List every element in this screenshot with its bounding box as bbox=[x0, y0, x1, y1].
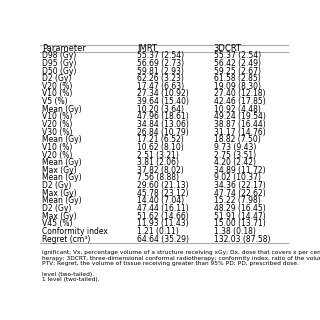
Text: herapy; 3DCRT, three-dimensional conformal radiotherapy; conformity index, ratio: herapy; 3DCRT, three-dimensional conform… bbox=[43, 256, 320, 261]
Text: 34.36 (22.17): 34.36 (22.17) bbox=[214, 181, 265, 190]
Text: D95 (Gy): D95 (Gy) bbox=[43, 59, 77, 68]
Text: V5 (%): V5 (%) bbox=[43, 97, 68, 106]
Text: 1.21 (0.11): 1.21 (0.11) bbox=[137, 227, 179, 236]
Text: 47.96 (18.61): 47.96 (18.61) bbox=[137, 112, 188, 121]
Text: 64.64 (35.29): 64.64 (35.29) bbox=[137, 235, 189, 244]
Text: 4.20 (2.42): 4.20 (2.42) bbox=[214, 158, 256, 167]
Text: D2 (Gy): D2 (Gy) bbox=[43, 74, 72, 83]
Text: V45 (%): V45 (%) bbox=[43, 219, 73, 228]
Text: V20 (%): V20 (%) bbox=[43, 151, 73, 160]
Text: V20 (%): V20 (%) bbox=[43, 82, 73, 91]
Text: 15.22 (7.98): 15.22 (7.98) bbox=[214, 196, 260, 205]
Text: 48.29 (16.45): 48.29 (16.45) bbox=[214, 204, 265, 213]
Text: 59.25 (2.67): 59.25 (2.67) bbox=[214, 67, 260, 76]
Text: V10 (%): V10 (%) bbox=[43, 143, 73, 152]
Text: ignificant; Vx, percentage volume of a structure receiving xGy; Dx, dose that co: ignificant; Vx, percentage volume of a s… bbox=[43, 250, 320, 255]
Text: Conformity index: Conformity index bbox=[43, 227, 108, 236]
Text: 39.64 (15.40): 39.64 (15.40) bbox=[137, 97, 189, 106]
Text: V20 (%): V20 (%) bbox=[43, 120, 73, 129]
Text: IMRT: IMRT bbox=[137, 44, 157, 53]
Text: 10.62 (8.10): 10.62 (8.10) bbox=[137, 143, 183, 152]
Text: 56.42 (2.49): 56.42 (2.49) bbox=[214, 59, 260, 68]
Text: 132.03 (87.58): 132.03 (87.58) bbox=[214, 235, 270, 244]
Text: 9.02 (10.37): 9.02 (10.37) bbox=[214, 173, 260, 182]
Text: 17.21 (6.52): 17.21 (6.52) bbox=[137, 135, 183, 144]
Text: 56.69 (2.73): 56.69 (2.73) bbox=[137, 59, 184, 68]
Text: 2.75 (3.51): 2.75 (3.51) bbox=[214, 151, 256, 160]
Text: Mean (Gy): Mean (Gy) bbox=[43, 196, 82, 205]
Text: D2 (Gy): D2 (Gy) bbox=[43, 204, 72, 213]
Text: 61.58 (2.85): 61.58 (2.85) bbox=[214, 74, 260, 83]
Text: 7.56 (8.88): 7.56 (8.88) bbox=[137, 173, 179, 182]
Text: 59.81 (2.93): 59.81 (2.93) bbox=[137, 67, 184, 76]
Text: 9.73 (9.43): 9.73 (9.43) bbox=[214, 143, 256, 152]
Text: Max (Gy): Max (Gy) bbox=[43, 166, 77, 175]
Text: Parameter: Parameter bbox=[43, 44, 86, 53]
Text: 47.44 (16.11): 47.44 (16.11) bbox=[137, 204, 188, 213]
Text: 10.92 (4.48): 10.92 (4.48) bbox=[214, 105, 260, 114]
Text: 11.93 (11.43): 11.93 (11.43) bbox=[137, 219, 188, 228]
Text: V10 (%): V10 (%) bbox=[43, 112, 73, 121]
Text: Mean (Gy): Mean (Gy) bbox=[43, 158, 82, 167]
Text: 10.20 (3.64): 10.20 (3.64) bbox=[137, 105, 184, 114]
Text: 34.89 (11.72): 34.89 (11.72) bbox=[214, 166, 265, 175]
Text: 19.09 (8.30): 19.09 (8.30) bbox=[214, 82, 260, 91]
Text: Mean (Gy): Mean (Gy) bbox=[43, 135, 82, 144]
Text: 1.38 (0.18): 1.38 (0.18) bbox=[214, 227, 255, 236]
Text: 55.37 (2.54): 55.37 (2.54) bbox=[137, 51, 184, 60]
Text: V10 (%): V10 (%) bbox=[43, 90, 73, 99]
Text: D98 (Gy): D98 (Gy) bbox=[43, 51, 77, 60]
Text: Max (Gy): Max (Gy) bbox=[43, 212, 77, 221]
Text: 49.24 (19.54): 49.24 (19.54) bbox=[214, 112, 266, 121]
Text: 27.40 (12.18): 27.40 (12.18) bbox=[214, 90, 265, 99]
Text: Mean (Gy): Mean (Gy) bbox=[43, 173, 82, 182]
Text: 31.17 (14.76): 31.17 (14.76) bbox=[214, 128, 265, 137]
Text: Mean (Gy): Mean (Gy) bbox=[43, 105, 82, 114]
Text: Max (Gy): Max (Gy) bbox=[43, 189, 77, 198]
Text: 42.46 (17.85): 42.46 (17.85) bbox=[214, 97, 265, 106]
Text: 62.26 (3.23): 62.26 (3.23) bbox=[137, 74, 184, 83]
Text: 27.34 (10.92): 27.34 (10.92) bbox=[137, 90, 188, 99]
Text: 37.82 (8.02): 37.82 (8.02) bbox=[137, 166, 183, 175]
Text: 17.47 (6.63): 17.47 (6.63) bbox=[137, 82, 184, 91]
Text: 15.00 (13.71): 15.00 (13.71) bbox=[214, 219, 265, 228]
Text: 55.37 (2.54): 55.37 (2.54) bbox=[214, 51, 261, 60]
Text: 29.60 (21.13): 29.60 (21.13) bbox=[137, 181, 188, 190]
Text: 3DCRT: 3DCRT bbox=[214, 44, 242, 53]
Text: 47.74 (22.62): 47.74 (22.62) bbox=[214, 189, 265, 198]
Text: 18.82 (7.50): 18.82 (7.50) bbox=[214, 135, 260, 144]
Text: 14.40 (7.04): 14.40 (7.04) bbox=[137, 196, 184, 205]
Text: 45.78 (23.12): 45.78 (23.12) bbox=[137, 189, 188, 198]
Text: D50 (Gy): D50 (Gy) bbox=[43, 67, 77, 76]
Text: V30 (%): V30 (%) bbox=[43, 128, 73, 137]
Text: Regret (cm³): Regret (cm³) bbox=[43, 235, 91, 244]
Text: 51.62 (14.66): 51.62 (14.66) bbox=[137, 212, 188, 221]
Text: 3.81 (2.06): 3.81 (2.06) bbox=[137, 158, 179, 167]
Text: PTV; Regret, the volume of tissue receiving greater than 95% PD; PD, prescribed : PTV; Regret, the volume of tissue receiv… bbox=[43, 261, 299, 266]
Text: 51.91 (14.47): 51.91 (14.47) bbox=[214, 212, 265, 221]
Text: 34.84 (13.06): 34.84 (13.06) bbox=[137, 120, 188, 129]
Text: D2 (Gy): D2 (Gy) bbox=[43, 181, 72, 190]
Text: 2.51 (3.21): 2.51 (3.21) bbox=[137, 151, 179, 160]
Text: 26.84 (10.79): 26.84 (10.79) bbox=[137, 128, 188, 137]
Text: 38.87 (16.44): 38.87 (16.44) bbox=[214, 120, 265, 129]
Text: level (two-tailed).: level (two-tailed). bbox=[43, 272, 95, 277]
Text: 1 level (two-tailed).: 1 level (two-tailed). bbox=[43, 277, 100, 283]
